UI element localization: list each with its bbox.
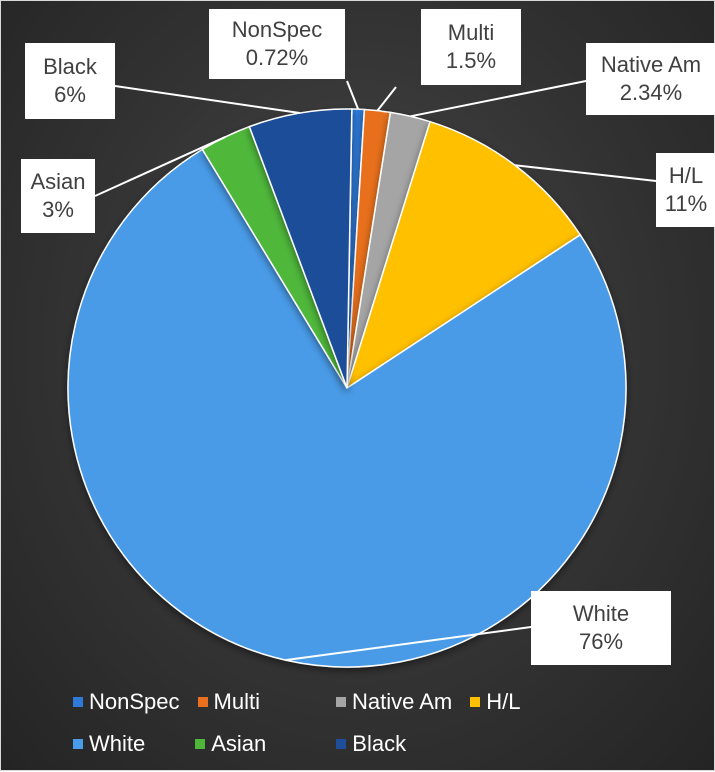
pie-slice-h-l bbox=[345, 120, 582, 390]
data-label-multi: Multi 1.5% bbox=[421, 9, 521, 85]
legend-swatch-native-am bbox=[335, 697, 346, 707]
leader-line-nonspec bbox=[346, 80, 360, 110]
legend-item-black: Black bbox=[336, 731, 406, 757]
data-label-black: Black 6% bbox=[25, 43, 115, 119]
legend-swatch-nonspec bbox=[73, 697, 83, 707]
data-label-nonspec: NonSpec 0.72% bbox=[209, 9, 345, 79]
legend-label-native-am: Native Am bbox=[351, 689, 453, 714]
legend-label-nonspec: NonSpec bbox=[89, 689, 180, 714]
pie-slice-black bbox=[248, 108, 353, 389]
data-label-asian: Asian 3% bbox=[21, 159, 95, 233]
legend-item-asian: Asian bbox=[195, 731, 266, 757]
legend-swatch-black bbox=[336, 739, 347, 749]
data-label-hl: H/L 11% bbox=[656, 153, 715, 227]
data-label-native-am: Native Am 2.34% bbox=[586, 43, 715, 115]
leader-line-black bbox=[114, 85, 300, 115]
leader-line-multi bbox=[376, 86, 397, 112]
legend-item-white: White bbox=[73, 731, 145, 757]
legend-row-1: NonSpec Multi Native Am H/L bbox=[73, 681, 673, 723]
legend-swatch-multi bbox=[197, 697, 208, 707]
leader-line-asian bbox=[94, 136, 226, 197]
legend-swatch-hl bbox=[470, 697, 481, 707]
leader-line-h-l bbox=[514, 164, 657, 182]
legend-swatch-white bbox=[73, 739, 83, 749]
legend-item-native-am: Native Am bbox=[335, 689, 453, 715]
legend-label-black: Black bbox=[352, 731, 407, 756]
leader-line-white bbox=[285, 626, 532, 662]
data-label-white: White 76% bbox=[531, 591, 671, 665]
legend-item-hl: H/L bbox=[470, 689, 520, 715]
legend: NonSpec Multi Native Am H/L White A bbox=[73, 681, 673, 765]
legend-label-multi: Multi bbox=[213, 689, 260, 714]
legend-item-nonspec: NonSpec bbox=[73, 689, 180, 715]
legend-label-white: White bbox=[89, 731, 146, 756]
legend-swatch-asian bbox=[195, 739, 206, 749]
legend-label-hl: H/L bbox=[486, 689, 521, 714]
legend-row-2: White Asian Black bbox=[73, 723, 673, 765]
legend-item-multi: Multi bbox=[197, 689, 260, 715]
legend-label-asian: Asian bbox=[211, 731, 267, 756]
leader-line-native-am bbox=[410, 80, 587, 118]
